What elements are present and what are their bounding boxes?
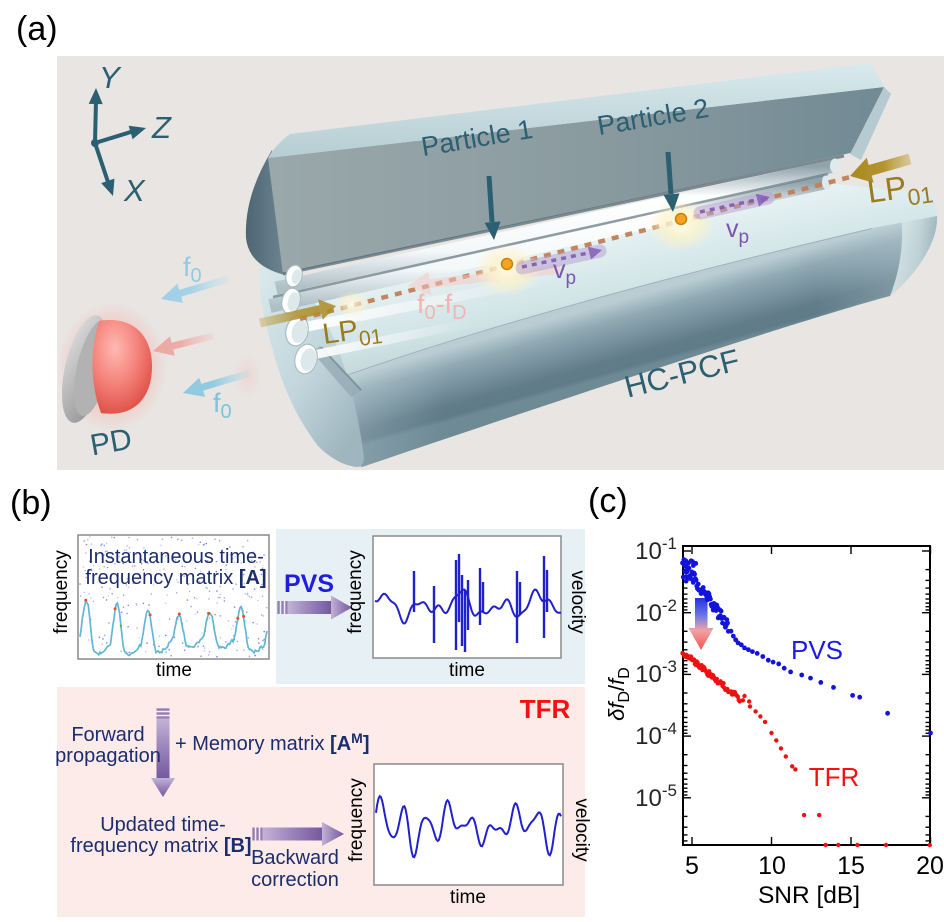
svg-text:Backward: Backward: [251, 847, 339, 869]
svg-text:5: 5: [685, 852, 699, 880]
svg-text:TFR: TFR: [520, 694, 571, 724]
svg-text:10-4: 10-4: [635, 719, 677, 750]
svg-text:10: 10: [758, 852, 786, 880]
svg-text:frequency: frequency: [346, 778, 367, 862]
svg-text:propagation: propagation: [55, 745, 161, 767]
svg-text:X: X: [123, 173, 146, 208]
svg-text:time: time: [449, 660, 485, 681]
svg-text:velocity: velocity: [567, 570, 588, 634]
svg-text:10-2: 10-2: [635, 596, 677, 627]
svg-text:Updated time-: Updated time-: [100, 814, 226, 836]
svg-text:PVS: PVS: [791, 635, 843, 665]
svg-text:15: 15: [837, 852, 865, 880]
svg-text:frequency matrix [B]: frequency matrix [B]: [70, 835, 251, 857]
svg-text:PD: PD: [88, 423, 135, 463]
svg-text:10-5: 10-5: [635, 781, 677, 812]
svg-text:SNR [dB]: SNR [dB]: [758, 882, 860, 909]
svg-text:velocity: velocity: [571, 798, 592, 862]
svg-text:frequency: frequency: [51, 550, 72, 634]
svg-text:frequency matrix [A]: frequency matrix [A]: [85, 567, 266, 589]
svg-text:(c): (c): [588, 482, 628, 520]
svg-text:time: time: [156, 660, 192, 681]
svg-text:+ Memory matrix [AM]: + Memory matrix [AM]: [175, 730, 369, 755]
svg-text:δfD/fD: δfD/fD: [604, 667, 633, 721]
svg-text:Z: Z: [151, 110, 172, 145]
svg-text:10-3: 10-3: [635, 657, 677, 688]
svg-text:Y: Y: [99, 60, 122, 95]
svg-text:10-1: 10-1: [635, 534, 677, 565]
svg-text:(a): (a): [16, 10, 58, 48]
svg-text:20: 20: [916, 852, 944, 880]
svg-text:frequency: frequency: [345, 550, 366, 634]
svg-text:PVS: PVS: [284, 570, 334, 598]
svg-text:TFR: TFR: [809, 762, 860, 792]
svg-text:Forward: Forward: [71, 724, 144, 746]
svg-text:correction: correction: [251, 869, 339, 891]
svg-text:Instantaneous time-: Instantaneous time-: [88, 546, 264, 568]
svg-text:(b): (b): [10, 484, 52, 522]
svg-text:time: time: [450, 887, 486, 908]
